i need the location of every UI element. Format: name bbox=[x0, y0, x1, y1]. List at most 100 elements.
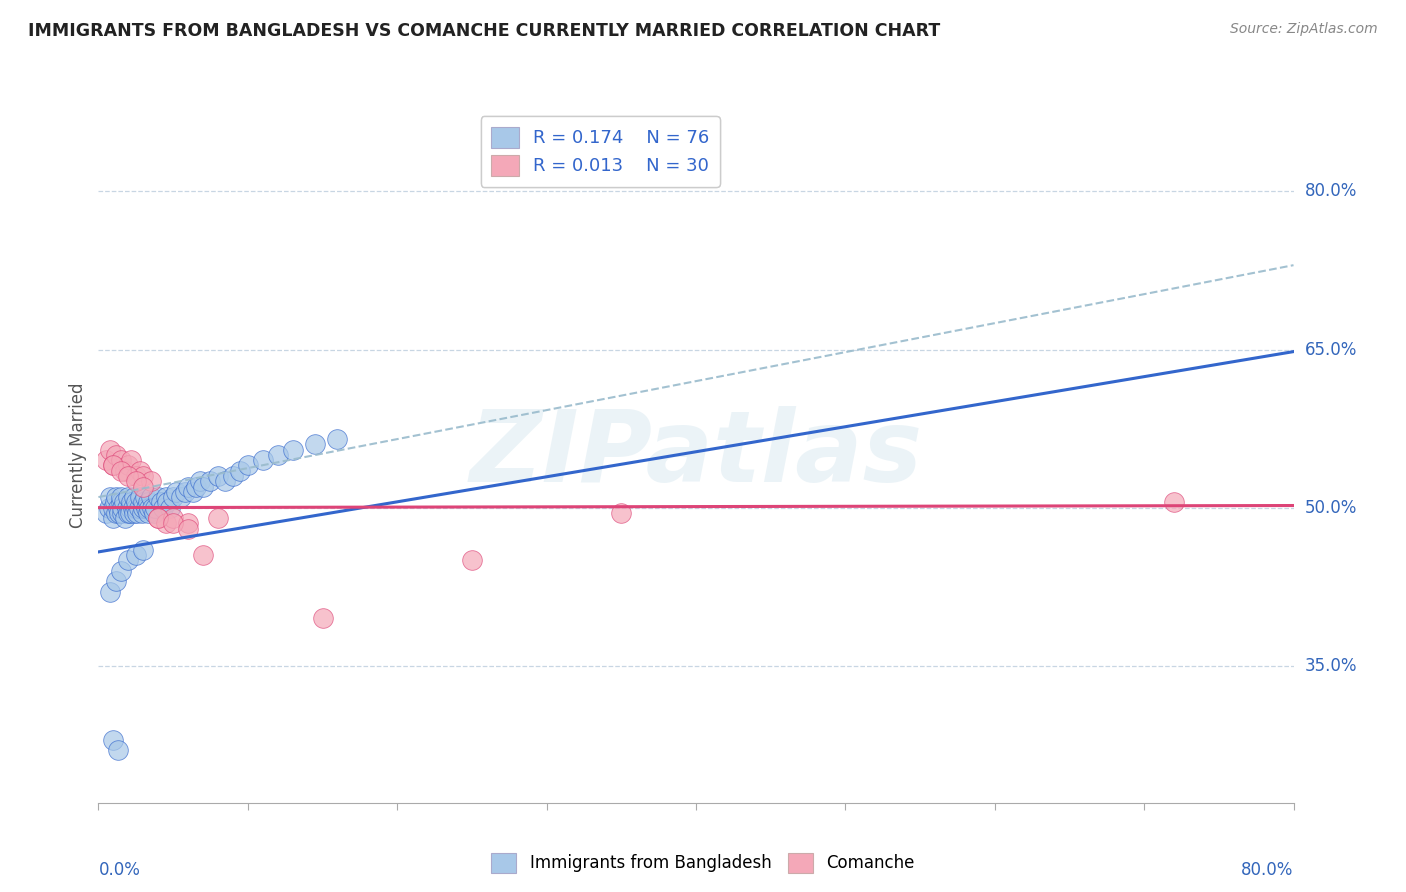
Point bbox=[117, 458, 139, 473]
Point bbox=[222, 469, 245, 483]
Point bbox=[103, 500, 125, 515]
Point bbox=[120, 495, 142, 509]
Text: 50.0%: 50.0% bbox=[1305, 499, 1357, 516]
Point bbox=[236, 458, 259, 473]
Point bbox=[103, 511, 125, 525]
Point bbox=[97, 500, 120, 515]
Point bbox=[117, 553, 139, 567]
Point bbox=[118, 500, 141, 515]
Point bbox=[110, 490, 132, 504]
Point bbox=[155, 490, 177, 504]
Point bbox=[110, 453, 132, 467]
Point bbox=[191, 479, 214, 493]
Point bbox=[311, 611, 333, 625]
Point bbox=[177, 522, 200, 536]
Point bbox=[125, 500, 148, 515]
Point bbox=[136, 506, 159, 520]
Point bbox=[155, 516, 177, 531]
Point bbox=[207, 511, 229, 525]
Point bbox=[135, 500, 157, 515]
Point bbox=[127, 506, 149, 520]
Point bbox=[111, 506, 134, 520]
Point bbox=[188, 475, 211, 489]
Point bbox=[114, 464, 136, 478]
Point bbox=[229, 464, 252, 478]
Point bbox=[200, 475, 222, 489]
Point bbox=[152, 500, 174, 515]
Point bbox=[94, 506, 117, 520]
Point bbox=[105, 574, 128, 589]
Text: 35.0%: 35.0% bbox=[1305, 657, 1357, 674]
Text: IMMIGRANTS FROM BANGLADESH VS COMANCHE CURRENTLY MARRIED CORRELATION CHART: IMMIGRANTS FROM BANGLADESH VS COMANCHE C… bbox=[28, 22, 941, 40]
Point bbox=[118, 506, 141, 520]
Point bbox=[132, 542, 155, 557]
Point bbox=[177, 516, 200, 531]
Point bbox=[125, 495, 148, 509]
Text: 80.0%: 80.0% bbox=[1241, 861, 1294, 879]
Point bbox=[129, 490, 152, 504]
Point bbox=[132, 479, 155, 493]
Point bbox=[138, 500, 160, 515]
Point bbox=[181, 484, 204, 499]
Point bbox=[112, 495, 135, 509]
Point bbox=[132, 469, 155, 483]
Point bbox=[252, 453, 274, 467]
Point bbox=[148, 511, 170, 525]
Point bbox=[103, 732, 125, 747]
Point bbox=[125, 548, 148, 562]
Point bbox=[136, 495, 159, 509]
Point bbox=[304, 437, 326, 451]
Point bbox=[461, 553, 484, 567]
Point bbox=[107, 500, 129, 515]
Point bbox=[103, 458, 125, 473]
Point bbox=[134, 490, 156, 504]
Point bbox=[1163, 495, 1185, 509]
Point bbox=[139, 475, 162, 489]
Point bbox=[125, 469, 148, 483]
Point bbox=[148, 511, 170, 525]
Point bbox=[120, 453, 142, 467]
Point bbox=[115, 500, 138, 515]
Point bbox=[107, 743, 129, 757]
Point bbox=[117, 506, 139, 520]
Point bbox=[184, 479, 207, 493]
Point bbox=[110, 464, 132, 478]
Point bbox=[148, 490, 170, 504]
Point bbox=[267, 448, 290, 462]
Point bbox=[165, 484, 187, 499]
Point bbox=[139, 490, 162, 504]
Point bbox=[94, 453, 117, 467]
Point bbox=[174, 484, 197, 499]
Point bbox=[150, 495, 173, 509]
Point bbox=[98, 585, 122, 599]
Point bbox=[142, 506, 165, 520]
Point bbox=[162, 516, 184, 531]
Point bbox=[191, 548, 214, 562]
Point bbox=[104, 495, 127, 509]
Point bbox=[132, 500, 155, 515]
Point bbox=[98, 490, 122, 504]
Point bbox=[114, 511, 136, 525]
Text: 80.0%: 80.0% bbox=[1305, 182, 1357, 201]
Point bbox=[129, 464, 152, 478]
Point bbox=[214, 475, 236, 489]
Point bbox=[156, 495, 179, 509]
Y-axis label: Currently Married: Currently Married bbox=[69, 382, 87, 528]
Point bbox=[117, 490, 139, 504]
Point bbox=[207, 469, 229, 483]
Point bbox=[103, 458, 125, 473]
Point bbox=[162, 490, 184, 504]
Point bbox=[108, 506, 131, 520]
Point bbox=[177, 479, 200, 493]
Point bbox=[111, 500, 134, 515]
Point bbox=[125, 475, 148, 489]
Text: ZIPatlas: ZIPatlas bbox=[470, 407, 922, 503]
Point bbox=[281, 442, 304, 457]
Point bbox=[132, 495, 155, 509]
Point bbox=[131, 506, 153, 520]
Point bbox=[143, 500, 166, 515]
Text: 0.0%: 0.0% bbox=[98, 861, 141, 879]
Point bbox=[610, 506, 633, 520]
Point bbox=[105, 506, 128, 520]
Point bbox=[124, 490, 146, 504]
